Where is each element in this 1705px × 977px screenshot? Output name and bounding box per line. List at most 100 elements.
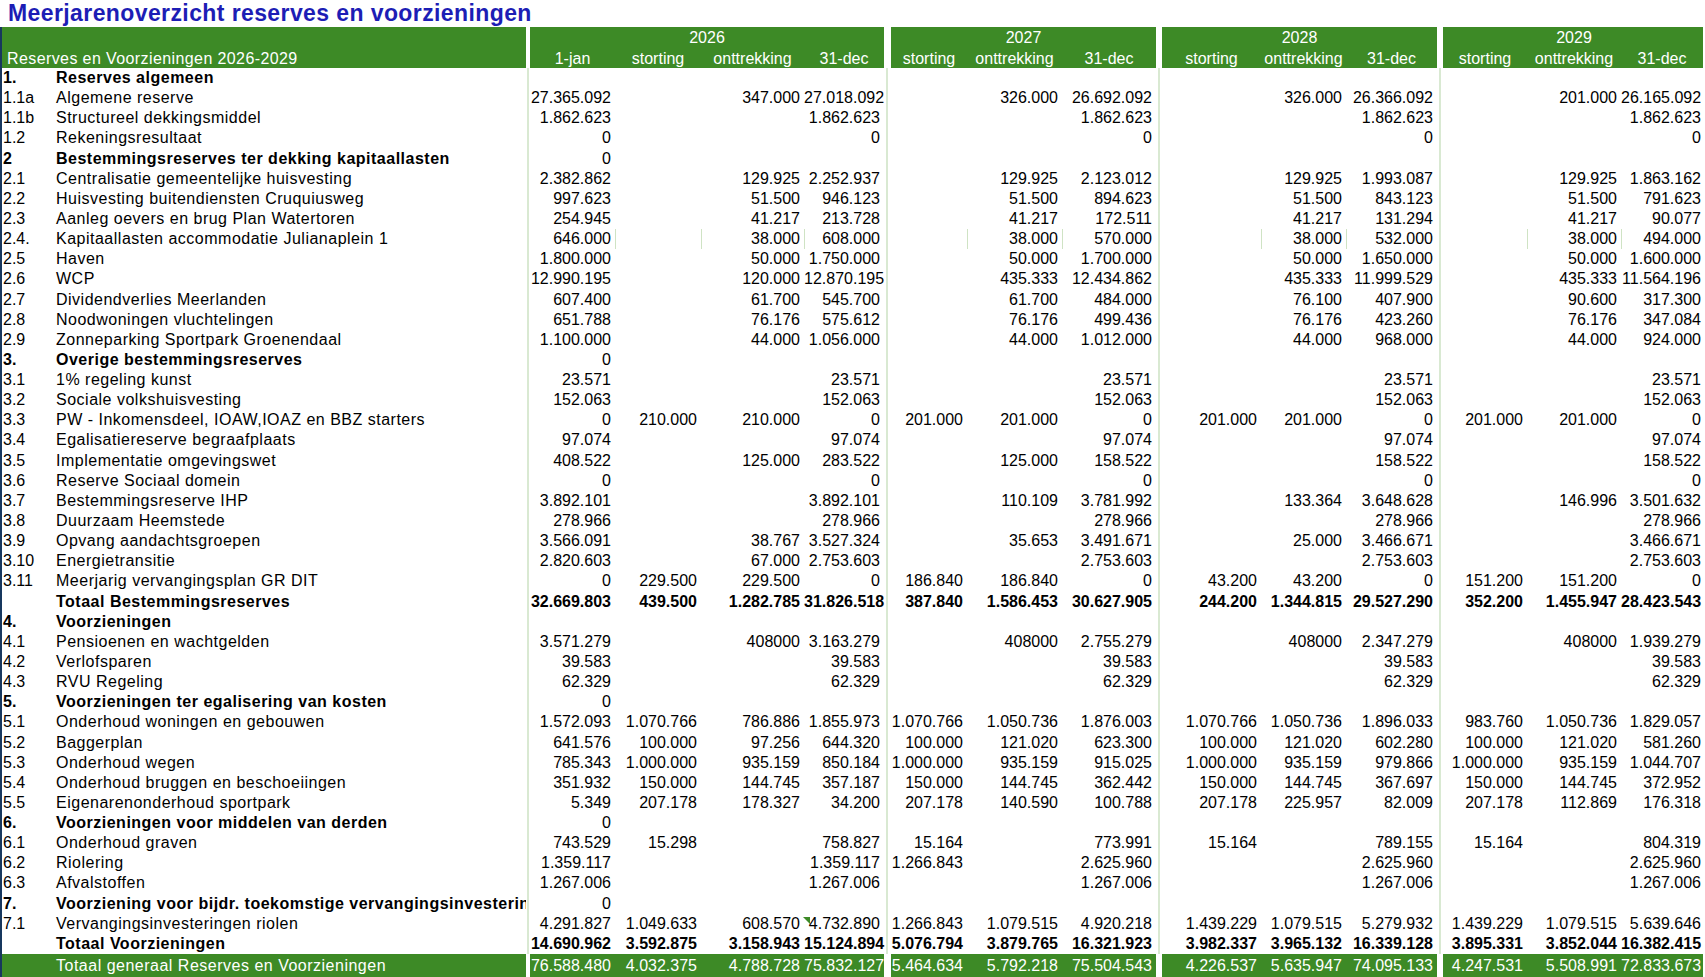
row-number: 2.8: [3, 310, 25, 330]
cell-value: 76.176: [701, 310, 800, 330]
cell-value: 1.359.117: [530, 853, 611, 873]
cell-value: 278.966: [1062, 511, 1152, 531]
table-row: 3.10Energietransitie2.820.60367.0002.753…: [0, 551, 1705, 571]
cell-value: 201.000: [967, 410, 1058, 430]
cell-value: 362.442: [1062, 773, 1152, 793]
table-row: 2.5Haven1.800.00050.0001.750.00050.0001.…: [0, 249, 1705, 269]
cell-value: 607.400: [530, 290, 611, 310]
cell-value: 11.999.529: [1346, 269, 1433, 289]
cell-value: 644.320: [804, 733, 880, 753]
row-number: 4.: [3, 612, 16, 632]
cell-value: 1.044.707: [1621, 753, 1701, 773]
cell-value: 0: [804, 128, 880, 148]
cell-value: 51.500: [967, 189, 1058, 209]
cell-value: 34.200: [804, 793, 880, 813]
cell-value: 0: [1346, 571, 1433, 591]
cell-value: 1.939.279: [1621, 632, 1701, 652]
row-label: Eigenarenonderhoud sportpark: [56, 793, 291, 813]
cell-border-tick: [1527, 229, 1528, 249]
row-label: Bestemmingsreserves ter dekking kapitaal…: [56, 149, 450, 169]
cell-value: 201.000: [1261, 410, 1342, 430]
cell-value: 946.123: [804, 189, 880, 209]
table-row: 3.Overige bestemmingsreserves0: [0, 350, 1705, 370]
cell-value: 423.260: [1346, 310, 1433, 330]
cell-value: 3.491.671: [1062, 531, 1152, 551]
cell-value: 0: [804, 471, 880, 491]
row-number: 3.3: [3, 410, 25, 430]
cell-value: 1.862.623: [1346, 108, 1433, 128]
cell-value: 11.564.196: [1621, 269, 1701, 289]
row-label: Totaal Voorzieningen: [56, 934, 225, 954]
cell-value: 326.000: [967, 88, 1058, 108]
cell-value: 494.000: [1621, 229, 1701, 249]
cell-value: 62.329: [1346, 672, 1433, 692]
row-label: Huisvesting buitendiensten Cruquiusweg: [56, 189, 364, 209]
row-number: 3.9: [3, 531, 25, 551]
grand-total-value: 4.247.531: [1443, 954, 1523, 977]
table-body: 1.Reserves algemeen1.1aAlgemene reserve2…: [0, 0, 1705, 977]
cell-value: 843.123: [1346, 189, 1433, 209]
cell-value: 0: [1621, 128, 1701, 148]
cell-value: 67.000: [701, 551, 800, 571]
row-number: 2.9: [3, 330, 25, 350]
cell-value: 144.745: [967, 773, 1058, 793]
cell-value: 26.692.092: [1062, 88, 1152, 108]
cell-value: 0: [530, 471, 611, 491]
cell-value: 439.500: [615, 592, 697, 612]
row-number: 3.7: [3, 491, 25, 511]
cell-value: 82.009: [1346, 793, 1433, 813]
row-number: 6.: [3, 813, 16, 833]
cell-value: 62.329: [804, 672, 880, 692]
cell-value: 152.063: [1621, 390, 1701, 410]
cell-value: 0: [1346, 410, 1433, 430]
cell-value: 602.280: [1346, 733, 1433, 753]
cell-value: 1.079.515: [967, 914, 1058, 934]
cell-value: 41.217: [967, 209, 1058, 229]
cell-value: 0: [530, 813, 611, 833]
cell-value: 608.000: [804, 229, 880, 249]
cell-value: 789.155: [1346, 833, 1433, 853]
cell-value: 5.639.646: [1621, 914, 1701, 934]
cell-value: 408.522: [530, 451, 611, 471]
table-row: 2.4.Kapitaallasten accommodatie Julianap…: [0, 229, 1705, 249]
row-label: RVU Regeling: [56, 672, 163, 692]
cell-value: 3.566.091: [530, 531, 611, 551]
cell-value: 2.252.937: [804, 169, 880, 189]
cell-value: 23.571: [1621, 370, 1701, 390]
cell-value: 38.000: [701, 229, 800, 249]
cell-value: 347.084: [1621, 310, 1701, 330]
row-number: 3.1: [3, 370, 25, 390]
cell-value: 532.000: [1346, 229, 1433, 249]
cell-value: 16.321.923: [1062, 934, 1152, 954]
column-separator: [884, 954, 891, 977]
row-number: 3.10: [3, 551, 34, 571]
cell-value: 791.623: [1621, 189, 1701, 209]
column-separator-line: [527, 68, 529, 954]
row-number: 3.2: [3, 390, 25, 410]
cell-value: 1.070.766: [1162, 712, 1257, 732]
cell-value: 1.862.623: [1621, 108, 1701, 128]
cell-value: 150.000: [615, 773, 697, 793]
cell-value: 785.343: [530, 753, 611, 773]
column-separator: [526, 954, 530, 977]
cell-value: 1.896.033: [1346, 712, 1433, 732]
cell-value: 38.000: [1527, 229, 1617, 249]
cell-value: 100.788: [1062, 793, 1152, 813]
grand-total-value: 75.832.127: [804, 954, 880, 977]
cell-value: 1.056.000: [804, 330, 880, 350]
row-label: Onderhoud bruggen en beschoeiingen: [56, 773, 346, 793]
cell-value: 110.109: [967, 491, 1058, 511]
cell-value: 1.455.947: [1527, 592, 1617, 612]
cell-value: 3.892.101: [530, 491, 611, 511]
cell-value: 23.571: [1062, 370, 1152, 390]
cell-value: 129.925: [701, 169, 800, 189]
cell-value: 2.753.603: [1062, 551, 1152, 571]
cell-value: 31.826.518: [804, 592, 880, 612]
cell-value: 915.025: [1062, 753, 1152, 773]
cell-value: 1.267.006: [1346, 873, 1433, 893]
cell-value: 435.333: [1261, 269, 1342, 289]
cell-value: 2.753.603: [1346, 551, 1433, 571]
row-label: Pensioenen en wachtgelden: [56, 632, 270, 652]
cell-value: 3.965.132: [1261, 934, 1342, 954]
row-number: 3.4: [3, 430, 25, 450]
